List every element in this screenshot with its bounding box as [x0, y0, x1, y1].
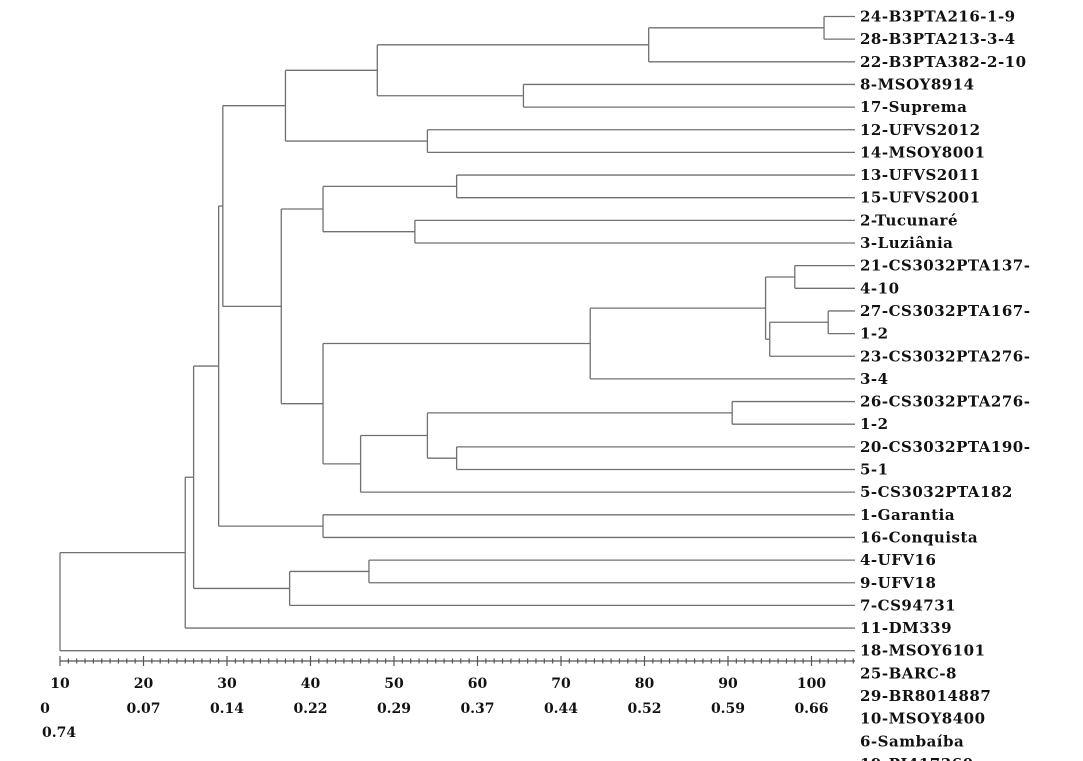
leaf-label: 7-CS94731: [860, 596, 956, 614]
leaf-label: 4-10: [860, 279, 900, 297]
leaf-label: 5-1: [860, 461, 889, 479]
similarity-axis: 10 20 30 40 50 60 70 80 90 100 0 0.07 0.14 0.22 0.29 0.…: [40, 656, 855, 741]
distance-tick-label: 0.37: [460, 701, 494, 717]
leaf-label: 29-BR8014887: [860, 687, 991, 705]
distance-tick-label: 0.74: [42, 725, 76, 741]
leaf-label: 17-Suprema: [860, 98, 967, 116]
leaf-label: 3-4: [860, 370, 889, 388]
distance-tick-label: 0.07: [126, 701, 160, 717]
leaf-label: 3-Luziânia: [860, 234, 953, 252]
leaf-label: 22-B3PTA382-2-10: [860, 53, 1027, 71]
leaf-label: 9-UFV18: [860, 574, 936, 592]
leaf-label: 20-CS3032PTA190-: [860, 438, 1030, 456]
distance-tick-label: 0.59: [711, 701, 745, 717]
distance-tick-label: 0.29: [377, 701, 411, 717]
distance-tick-label: 0.66: [794, 701, 828, 717]
leaf-label: 14-MSOY8001: [860, 143, 986, 161]
leaf-label: 4-UFV16: [860, 551, 936, 569]
similarity-tick-label: 10: [50, 676, 70, 692]
similarity-tick-label: 30: [217, 676, 237, 692]
leaf-label: 1-Garantia: [860, 506, 955, 524]
leaf-label: 2-Tucunaré: [860, 211, 958, 229]
leaf-label: 5-CS3032PTA182: [860, 483, 1013, 501]
similarity-tick-label: 20: [134, 676, 154, 692]
similarity-tick-label: 70: [551, 676, 571, 692]
similarity-tick-label: 100: [797, 676, 826, 692]
similarity-tick-label: 60: [468, 676, 488, 692]
leaf-label: 26-CS3032PTA276-: [860, 393, 1030, 411]
leaf-labels: 24-B3PTA216-1-9 28-B3PTA213-3-4 22-B3PTA38…: [860, 8, 1030, 761]
leaf-label: 25-BARC-8: [860, 664, 957, 682]
leaf-label: 27-CS3032PTA167-: [860, 302, 1030, 320]
leaf-label: 6-Sambaíba: [860, 732, 964, 750]
leaf-label: 23-CS3032PTA276-: [860, 347, 1030, 365]
dendrogram-branches: [59, 15, 855, 652]
leaf-label: 10-MSOY8400: [860, 710, 986, 728]
leaf-label: 24-B3PTA216-1-9: [860, 8, 1016, 26]
leaf-label: 12-UFVS2012: [860, 121, 981, 139]
leaf-label: 18-MSOY6101: [860, 642, 986, 660]
similarity-tick-label: 40: [301, 676, 321, 692]
leaf-label: 13-UFVS2011: [860, 166, 981, 184]
leaf-label: 21-CS3032PTA137-: [860, 257, 1030, 275]
leaf-label: 15-UFVS2001: [860, 189, 981, 207]
leaf-label: 8-MSOY8914: [860, 75, 975, 93]
similarity-tick-label: 80: [635, 676, 655, 692]
distance-tick-label: 0.52: [627, 701, 661, 717]
leaf-label: 11-DM339: [860, 619, 952, 637]
distance-tick-label: 0.44: [544, 701, 578, 717]
leaf-label: 1-2: [860, 325, 889, 343]
distance-tick-label: 0.22: [293, 701, 327, 717]
distance-tick-label: 0.14: [210, 701, 244, 717]
leaf-label: 16-Conquista: [860, 528, 978, 546]
distance-tick-label: 0: [40, 701, 50, 717]
similarity-tick-label: 50: [384, 676, 404, 692]
leaf-label: 19-PI417360: [860, 755, 974, 761]
leaf-label: 28-B3PTA213-3-4: [860, 30, 1016, 48]
similarity-tick-label: 90: [718, 676, 738, 692]
leaf-label: 1-2: [860, 415, 889, 433]
